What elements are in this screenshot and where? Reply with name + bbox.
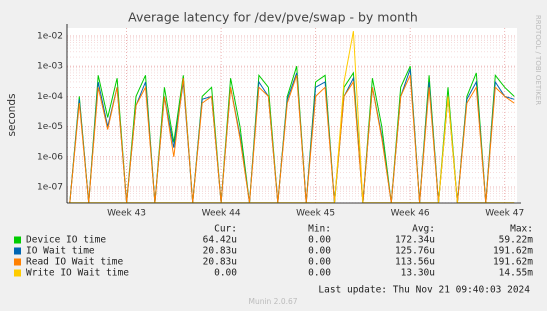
y-axis-label: seconds [6, 94, 18, 137]
footer: Munin 2.0.67 [248, 297, 297, 306]
stats-value: 0.00 [214, 268, 237, 279]
y-tick-label: 1e-05 [37, 122, 63, 132]
last-update: Last update: Thu Nov 21 09:40:03 2024 [318, 285, 530, 296]
stats-value: 113.56u [395, 257, 435, 268]
stats-value: 0.00 [308, 268, 331, 279]
y-tick-label: 1e-07 [37, 182, 63, 192]
stats-value: 191.62m [493, 257, 533, 268]
stats-value: 20.83u [203, 257, 237, 268]
legend-swatch [14, 269, 21, 277]
y-tick-label: 1e-03 [37, 62, 63, 72]
legend-label: IO Wait time [26, 246, 95, 257]
legend-label: Write IO Wait time [26, 268, 129, 279]
stats-value: 59.22m [499, 235, 534, 246]
stats-value: 0.00 [308, 235, 331, 246]
stats-value: 20.83u [203, 246, 237, 257]
stats-value: 191.62m [493, 246, 533, 257]
side-label: RRDTOOL / TOBI OETIKER [534, 15, 542, 105]
stats-value: 0.00 [308, 257, 331, 268]
stats-value: 0.00 [308, 246, 331, 257]
stats-value: 13.30u [401, 268, 435, 279]
legend-swatch [14, 247, 21, 255]
stats-value: 172.34u [395, 235, 435, 246]
x-tick-label: Week 46 [391, 209, 430, 219]
legend-swatch [14, 236, 21, 244]
x-tick-label: Week 45 [296, 209, 335, 219]
y-tick-label: 1e-04 [37, 92, 63, 102]
chart-title: Average latency for /dev/pve/swap - by m… [128, 10, 418, 25]
stats-header: Cur: [214, 224, 237, 235]
x-tick-label: Week 47 [485, 209, 524, 219]
y-tick-label: 1e-06 [37, 152, 63, 162]
x-tick-label: Week 43 [107, 209, 146, 219]
legend-swatch [14, 258, 21, 266]
stats-header: Max: [510, 224, 533, 235]
stats-header: Avg: [412, 224, 435, 235]
y-tick-label: 1e-02 [37, 31, 63, 41]
stats-value: 14.55m [499, 268, 534, 279]
stats-value: 125.76u [395, 246, 435, 257]
stats-value: 64.42u [203, 235, 237, 246]
legend-label: Read IO Wait time [26, 257, 124, 268]
stats-header: Min: [308, 224, 331, 235]
legend-label: Device IO time [26, 235, 106, 246]
x-tick-label: Week 44 [202, 209, 241, 219]
